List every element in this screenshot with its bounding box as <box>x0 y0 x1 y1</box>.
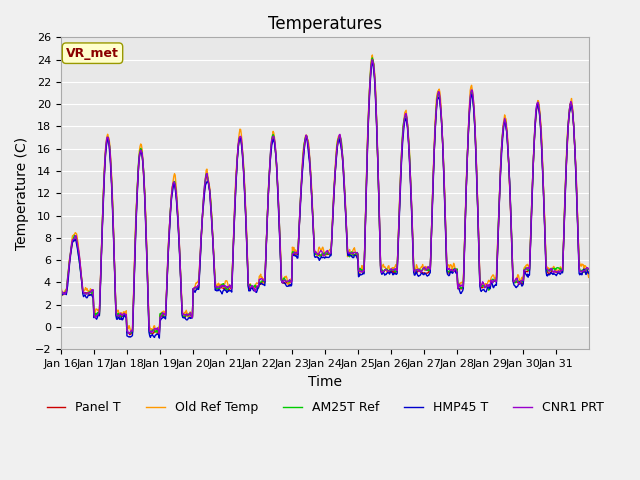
HMP45 T <box>410 272 418 278</box>
AM25T Ref <box>57 290 65 296</box>
Old Ref Temp <box>127 330 135 336</box>
HMP45 T <box>57 293 65 299</box>
CNR1 PRT <box>217 285 225 290</box>
Old Ref Temp <box>119 311 127 317</box>
Y-axis label: Temperature (C): Temperature (C) <box>15 137 29 250</box>
Line: Old Ref Temp: Old Ref Temp <box>61 55 589 333</box>
AM25T Ref <box>119 313 127 319</box>
CNR1 PRT <box>263 224 271 229</box>
HMP45 T <box>156 335 163 341</box>
Old Ref Temp <box>57 285 65 291</box>
AM25T Ref <box>381 267 388 273</box>
HMP45 T <box>369 60 376 66</box>
AM25T Ref <box>586 266 593 272</box>
HMP45 T <box>381 272 388 278</box>
Panel T <box>217 285 225 290</box>
CNR1 PRT <box>381 267 388 273</box>
AM25T Ref <box>263 226 271 232</box>
Panel T <box>57 289 65 295</box>
Panel T <box>381 267 388 273</box>
Old Ref Temp <box>263 227 271 232</box>
HMP45 T <box>243 245 251 251</box>
Old Ref Temp <box>381 264 388 270</box>
Old Ref Temp <box>217 282 225 288</box>
AM25T Ref <box>217 283 225 289</box>
AM25T Ref <box>243 241 251 247</box>
Line: Panel T: Panel T <box>61 59 589 335</box>
Panel T <box>243 243 251 249</box>
CNR1 PRT <box>369 57 376 62</box>
Legend: Panel T, Old Ref Temp, AM25T Ref, HMP45 T, CNR1 PRT: Panel T, Old Ref Temp, AM25T Ref, HMP45 … <box>42 396 609 419</box>
Panel T <box>119 313 127 319</box>
Line: AM25T Ref: AM25T Ref <box>61 58 589 334</box>
Text: VR_met: VR_met <box>66 47 119 60</box>
Panel T <box>126 332 134 337</box>
HMP45 T <box>586 271 593 277</box>
AM25T Ref <box>410 268 418 274</box>
CNR1 PRT <box>57 288 65 294</box>
HMP45 T <box>217 289 225 295</box>
Panel T <box>410 269 418 275</box>
CNR1 PRT <box>410 268 418 274</box>
HMP45 T <box>119 317 127 323</box>
Line: CNR1 PRT: CNR1 PRT <box>61 60 589 334</box>
CNR1 PRT <box>243 241 251 247</box>
Old Ref Temp <box>243 236 251 241</box>
AM25T Ref <box>369 55 376 61</box>
Panel T <box>263 226 271 232</box>
CNR1 PRT <box>586 267 593 273</box>
Line: HMP45 T: HMP45 T <box>61 63 589 338</box>
Old Ref Temp <box>586 273 593 278</box>
Panel T <box>586 269 593 275</box>
CNR1 PRT <box>156 331 163 337</box>
Old Ref Temp <box>410 270 418 276</box>
CNR1 PRT <box>119 312 127 318</box>
HMP45 T <box>263 227 271 233</box>
Panel T <box>369 56 376 62</box>
AM25T Ref <box>127 331 134 336</box>
Title: Temperatures: Temperatures <box>268 15 382 33</box>
Old Ref Temp <box>369 52 376 58</box>
X-axis label: Time: Time <box>308 374 342 389</box>
